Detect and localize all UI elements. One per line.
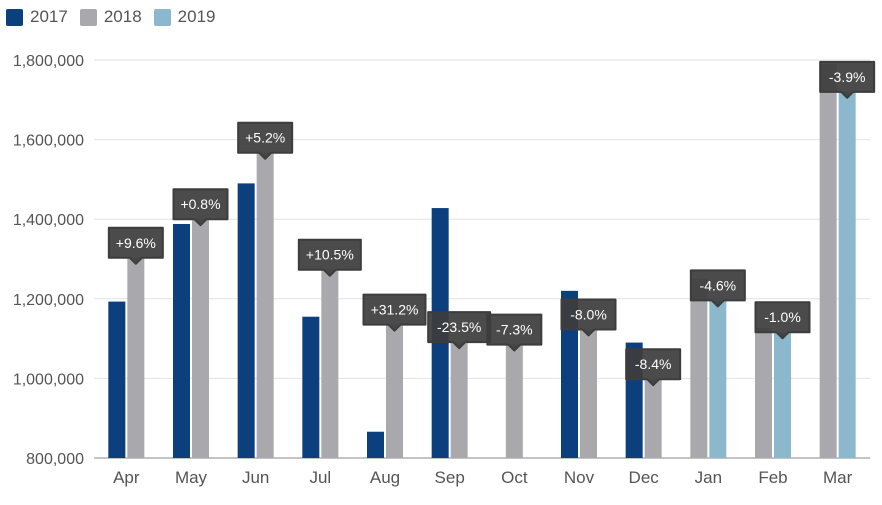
- bar: [561, 290, 578, 458]
- bar: [386, 324, 403, 458]
- bar: [819, 63, 837, 458]
- annotation-tooltip: [107, 226, 164, 265]
- bar: [690, 278, 708, 458]
- annotation-tooltip: [819, 60, 876, 99]
- legend-label-2019: 2019: [177, 7, 216, 26]
- bar: [192, 219, 209, 458]
- y-tick-label: 1,800,000: [13, 53, 84, 70]
- bar: [709, 300, 727, 458]
- annotation-tooltip: [486, 313, 543, 352]
- bar: [505, 344, 523, 458]
- legend-item-2017[interactable]: 2017: [6, 7, 68, 27]
- x-tick-label: May: [175, 468, 208, 487]
- annotation-tooltip: [560, 298, 617, 337]
- annotation-label: -3.9%: [829, 69, 866, 85]
- annotation-tooltip: [297, 238, 362, 277]
- legend-swatch-2018: [79, 8, 97, 26]
- annotation-tooltip: [172, 188, 229, 227]
- annotation-tooltip: [237, 121, 294, 160]
- x-tick-label: Mar: [823, 468, 853, 487]
- annotation-label: -8.4%: [635, 356, 672, 372]
- bar: [302, 316, 320, 458]
- annotation-label: +31.2%: [371, 302, 419, 318]
- annotation-label: +0.8%: [180, 196, 220, 212]
- x-tick-label: Jan: [695, 468, 722, 487]
- annotation-tooltip: [689, 269, 746, 308]
- annotation-tooltip: [362, 293, 427, 332]
- y-tick-label: 1,200,000: [13, 292, 84, 309]
- y-tick-label: 1,000,000: [13, 371, 84, 388]
- x-tick-label: Sep: [435, 468, 465, 487]
- annotation-label: -1.0%: [764, 309, 801, 325]
- annotation-label: +5.2%: [245, 130, 285, 146]
- annotation-label: -8.0%: [570, 306, 607, 322]
- x-tick-label: Dec: [629, 468, 660, 487]
- annotation-label: -4.6%: [700, 277, 737, 293]
- bar: [321, 269, 339, 458]
- bar: [127, 257, 145, 458]
- legend-item-2018[interactable]: 2018: [79, 7, 142, 27]
- annotation-tooltip: [754, 301, 811, 340]
- bar: [644, 379, 662, 458]
- x-tick-label: Nov: [564, 468, 595, 487]
- x-tick-label: Apr: [113, 468, 140, 487]
- bar: [755, 327, 772, 458]
- annotation-label: +9.6%: [116, 235, 156, 251]
- legend-swatch-2017: [6, 8, 23, 26]
- x-tick-label: Jul: [309, 468, 331, 487]
- y-tick-label: 1,400,000: [13, 212, 84, 229]
- x-tick-label: Oct: [501, 468, 528, 487]
- chart-legend: 2017 2018 2019: [6, 4, 227, 30]
- legend-item-2019[interactable]: 2019: [153, 7, 216, 27]
- bar: [367, 431, 384, 458]
- bar: [774, 332, 791, 458]
- y-tick-label: 1,600,000: [13, 133, 84, 150]
- x-tick-label: Jun: [242, 468, 269, 487]
- x-tick-label: Aug: [370, 468, 400, 487]
- annotation-label: -23.5%: [437, 319, 481, 335]
- bar: [838, 91, 856, 458]
- x-tick-label: Feb: [758, 468, 787, 487]
- legend-label-2018: 2018: [103, 7, 142, 26]
- legend-label-2017: 2017: [30, 7, 68, 26]
- annotation-label: -7.3%: [496, 322, 533, 338]
- bar: [580, 329, 597, 458]
- bar: [237, 183, 255, 458]
- bar: [108, 301, 126, 458]
- annotation-label: +10.5%: [306, 247, 354, 263]
- bar: [450, 342, 468, 458]
- bar: [173, 223, 190, 458]
- bar: [256, 152, 274, 458]
- annotation-tooltip: [625, 348, 682, 387]
- legend-swatch-2019: [153, 8, 171, 26]
- y-tick-label: 800,000: [26, 451, 84, 468]
